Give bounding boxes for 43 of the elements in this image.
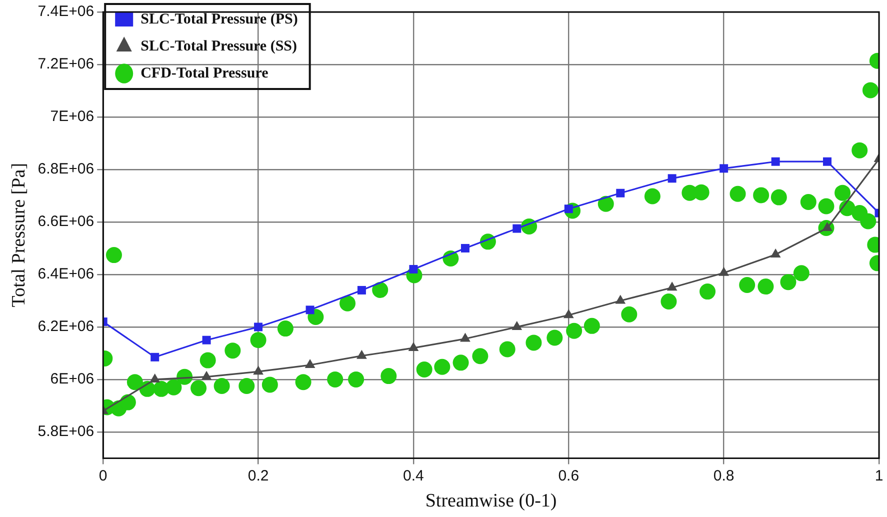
x-tick-label: 1	[874, 467, 884, 484]
point	[616, 188, 625, 198]
y-tick-label: 6E+06	[50, 370, 94, 388]
y-tick-label: 6.8E+06	[38, 160, 94, 178]
point	[720, 164, 728, 173]
point	[201, 370, 212, 380]
point	[668, 174, 676, 183]
point	[460, 244, 470, 252]
point	[823, 157, 832, 166]
y-axis-title: Total Pressure [Pa]	[8, 162, 30, 308]
point	[770, 248, 781, 258]
point	[306, 306, 314, 314]
point	[150, 352, 160, 362]
point	[460, 332, 470, 342]
point	[202, 336, 211, 344]
point	[356, 350, 367, 359]
x-tick-label: 0.8	[713, 467, 734, 484]
y-tick-label: 7E+06	[50, 108, 94, 126]
point	[615, 294, 626, 304]
point	[718, 266, 730, 276]
y-tick-label: 6.2E+06	[38, 318, 94, 336]
y-tick-label: 6.4E+06	[38, 266, 94, 283]
x-tick-label: 0.6	[558, 467, 580, 484]
point	[512, 224, 522, 233]
point	[253, 366, 264, 375]
x-axis-title: Streamwise (0-1)	[425, 490, 557, 512]
point	[563, 309, 574, 318]
point	[254, 322, 263, 332]
x-tick-label: 0.2	[248, 467, 269, 484]
y-tick-label: 6.6E+06	[38, 213, 94, 230]
point	[408, 342, 419, 351]
point	[304, 359, 316, 368]
x-tick-label: 0	[98, 467, 108, 484]
y-tick-label: 7.2E+06	[38, 56, 94, 73]
x-tick-label: 0.4	[403, 467, 424, 484]
y-tick-label: 5.8E+06	[38, 423, 94, 440]
y-tick-label: 7.4E+06	[38, 3, 94, 20]
point	[512, 320, 522, 330]
point	[409, 264, 418, 274]
point	[666, 282, 678, 291]
point	[150, 373, 160, 382]
point	[771, 157, 780, 166]
point	[357, 286, 366, 294]
